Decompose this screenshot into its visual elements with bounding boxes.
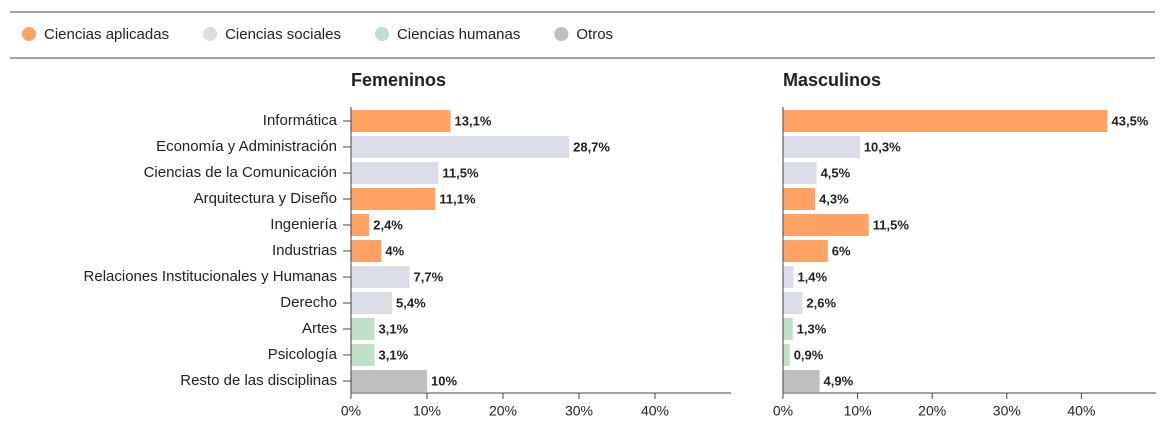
x-tick-label: 40% [1067,403,1095,419]
value-label: 2,6% [806,295,836,310]
bar [351,318,375,340]
category-label: Relaciones Institucionales y Humanas [84,268,337,285]
bar [783,344,790,366]
legend-label: Ciencias sociales [225,26,341,43]
bar [351,110,451,132]
value-label: 10% [431,373,457,388]
category-label: Artes [302,320,337,337]
value-label: 3,1% [379,347,409,362]
value-label: 0,9% [794,347,824,362]
value-label: 4,3% [819,191,849,206]
value-label: 28,7% [573,139,610,154]
legend-label: Ciencias humanas [397,26,520,43]
x-tick-label: 0% [773,403,793,419]
value-label: 7,7% [414,269,444,284]
value-label: 4,9% [824,373,854,388]
category-label: Psicología [268,346,338,363]
x-tick-label: 30% [993,403,1021,419]
value-label: 1,3% [797,321,827,336]
x-tick-label: 20% [489,403,517,419]
bar [783,162,817,184]
value-label: 1,4% [797,269,827,284]
value-label: 3,1% [379,321,409,336]
bar [351,136,570,158]
bar [783,188,816,210]
bar [351,162,439,184]
bar [351,240,382,262]
x-tick-label: 10% [413,403,441,419]
category-label: Arquitectura y Diseño [194,190,337,207]
x-tick-label: 30% [565,403,593,419]
value-label: 43,5% [1112,113,1149,128]
x-tick-label: 0% [341,403,361,419]
value-label: 2,4% [373,217,403,232]
bar [351,266,410,288]
bar [783,214,869,236]
value-label: 10,3% [864,139,901,154]
legend-label: Ciencias aplicadas [44,26,169,43]
bar [783,266,794,288]
category-label: Economía y Administración [156,138,337,155]
bar [783,292,803,314]
x-tick-label: 40% [641,403,669,419]
category-label: Resto de las disciplinas [180,372,337,389]
panel-title: Femeninos [351,70,446,90]
bar [783,110,1108,132]
value-label: 11,1% [439,191,476,206]
value-label: 4,5% [821,165,851,180]
value-label: 6% [832,243,851,258]
bar [783,136,860,158]
bar [351,214,370,236]
category-label: Ingeniería [270,216,337,233]
x-tick-label: 10% [844,403,872,419]
x-tick-label: 20% [918,403,946,419]
legend-label: Otros [576,26,613,43]
bar [351,344,375,366]
legend-swatch [374,27,389,41]
category-label: Informática [263,112,338,129]
value-label: 13,1% [455,113,492,128]
legend-swatch [203,27,218,41]
category-label: Derecho [280,294,337,311]
bar [351,188,436,210]
bar [351,370,427,392]
legend-swatch [22,27,36,41]
value-label: 4% [385,243,404,258]
panel-title: Masculinos [783,70,881,90]
value-label: 11,5% [873,217,910,232]
bar [351,292,393,314]
bar [783,318,793,340]
bar [783,240,828,262]
value-label: 5,4% [396,295,426,310]
category-label: Ciencias de la Comunicación [144,164,337,181]
bar [783,370,820,392]
category-label: Industrias [272,242,337,259]
value-label: 11,5% [442,165,479,180]
legend-swatch [554,27,569,41]
